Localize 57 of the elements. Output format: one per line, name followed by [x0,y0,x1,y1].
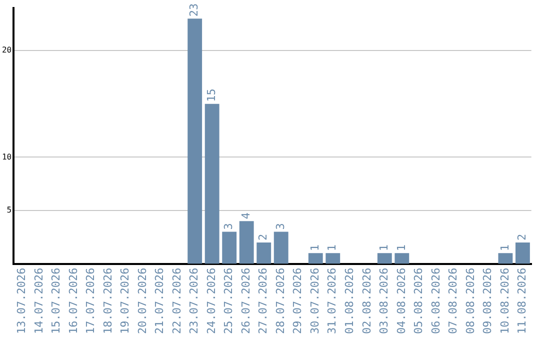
x-tick-label: 10.08.2026 [498,268,512,334]
x-tick-label: 16.07.2026 [66,268,80,334]
x-tick-label: 01.08.2026 [342,268,356,334]
x-tick-label: 07.08.2026 [446,268,460,334]
x-tick-label: 29.07.2026 [291,268,304,334]
x-tick-label: 13.07.2026 [15,268,28,334]
data-label: 2 [256,234,270,240]
x-tick-label: 06.08.2026 [429,268,442,334]
x-tick-label: 11.08.2026 [516,268,529,334]
data-label: 1 [498,244,512,252]
x-tick-label: 08.08.2026 [464,268,477,334]
x-tick-label: 04.08.2026 [394,268,408,334]
x-tick-label: 09.08.2026 [481,268,494,334]
data-label: 3 [222,223,236,230]
data-label: 15 [204,88,218,102]
bar [308,253,323,264]
bar [256,242,272,264]
y-tick-label: 20 [2,46,12,55]
x-tick-label: 05.08.2026 [412,268,426,334]
data-label: 1 [308,244,322,252]
x-tick-label: 24.07.2026 [204,268,218,334]
x-tick-label: 30.07.2026 [308,268,322,334]
data-label: 1 [326,244,339,252]
bar [515,242,530,264]
x-tick-label: 17.07.2026 [84,268,98,334]
data-label: 2 [516,234,529,240]
x-tick-label: 21.07.2026 [153,268,166,334]
x-tick-label: 22.07.2026 [170,268,184,334]
bar [274,232,288,264]
bar [222,232,237,264]
x-tick-label: 20.07.2026 [136,268,149,334]
data-label: 1 [394,244,408,252]
data-label: 23 [188,3,201,17]
x-tick-label: 14.07.2026 [32,268,46,334]
x-tick-label: 19.07.2026 [118,268,132,334]
x-tick-label: 03.08.2026 [378,268,391,334]
bar [377,253,392,264]
x-tick-label: 18.07.2026 [101,268,114,334]
bar [239,221,254,264]
x-tick-label: 23.07.2026 [188,268,201,334]
data-label: 1 [378,244,391,252]
bar [326,253,340,264]
bar [394,253,410,264]
bar [498,253,513,264]
x-tick-label: 25.07.2026 [222,268,236,334]
bar [188,18,202,264]
x-tick-label: 28.07.2026 [274,268,287,334]
y-tick-label: 10 [2,152,12,162]
x-tick-label: 27.07.2026 [256,268,270,334]
y-tick-label: 5 [6,206,12,215]
data-label: 4 [239,212,252,220]
x-tick-label: 31.07.2026 [326,268,339,334]
x-tick-label: 02.08.2026 [360,268,374,334]
data-label: 3 [274,223,287,230]
bar [204,104,220,264]
x-tick-label: 15.07.2026 [50,268,63,334]
x-tick-label: 26.07.2026 [239,268,252,334]
